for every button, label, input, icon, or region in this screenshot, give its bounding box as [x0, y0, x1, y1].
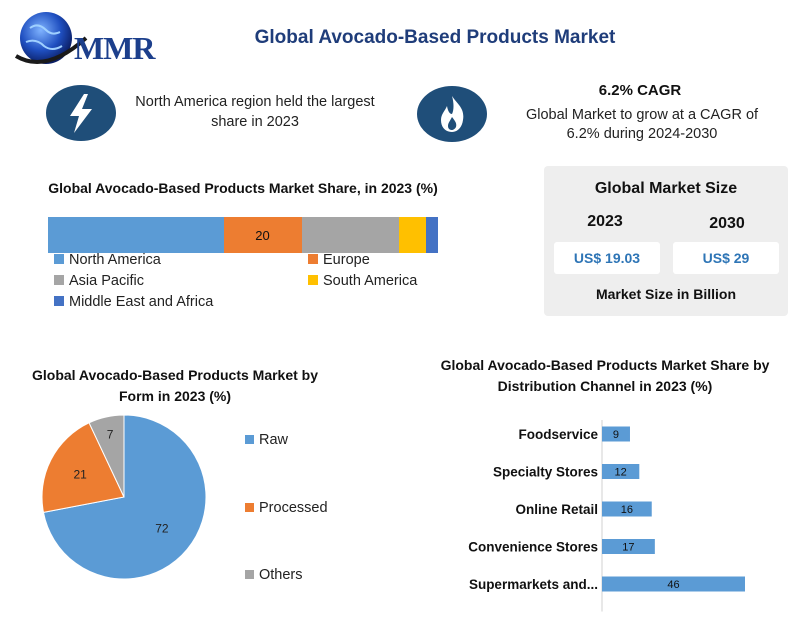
legend-label: Middle East and Africa	[69, 294, 214, 310]
bar-supermarkets-and	[602, 576, 745, 592]
bar-convenience-stores	[602, 539, 655, 554]
distribution-chart-title: Global Avocado-Based Products Market Sha…	[440, 357, 770, 394]
pie-slice-processed	[41, 422, 125, 513]
market-size-value-2030: US$ 29	[673, 242, 779, 274]
market-size-title: Global Market Size	[594, 180, 738, 197]
legend-item-europe: Europe	[308, 252, 370, 268]
pie-data-label-others: 7	[107, 428, 114, 442]
pie-data-label-processed: 21	[73, 468, 87, 482]
bar-foodservice	[602, 426, 630, 442]
legend-label: Raw	[259, 432, 289, 448]
pie-slice-others	[88, 414, 125, 498]
pie-slice-raw	[42, 414, 207, 580]
legend-swatch	[54, 275, 64, 285]
pie-legend-item-others: Others	[245, 567, 303, 583]
regional-stacked-bar: 20	[48, 217, 438, 253]
stacked-bar-segment-europe: 20	[223, 217, 302, 253]
legend-swatch	[245, 435, 254, 444]
segment-data-label: 20	[255, 227, 270, 243]
legend-swatch	[54, 296, 64, 306]
legend-label: Asia Pacific	[69, 273, 144, 289]
form-pie-chart: 72 21 7	[41, 414, 207, 580]
pie-legend-item-processed: Processed	[245, 500, 328, 516]
category-label-supermarkets-and: Supermarkets and...	[469, 577, 598, 592]
globe-icon	[20, 12, 72, 64]
legend-item-middle-east-and-africa: Middle East and Africa	[54, 294, 213, 310]
bar-data-label-supermarkets-and: 46	[667, 579, 679, 591]
legend-label: Others	[259, 567, 303, 583]
cagr-description: Global Market to grow at a CAGR of 6.2% …	[525, 107, 759, 142]
legend-item-north-america: North America	[54, 252, 161, 268]
legend-item-south-america: South America	[308, 273, 417, 289]
legend-label: South America	[323, 273, 418, 289]
legend-swatch	[308, 275, 318, 285]
market-size-year-2023: 2023	[587, 213, 623, 230]
category-label-online-retail: Online Retail	[515, 502, 598, 517]
market-size-unit: Market Size in Billion	[595, 286, 737, 302]
bar-data-label-foodservice: 9	[613, 429, 619, 441]
stacked-bar-segment-north-america	[48, 217, 224, 253]
category-label-convenience-stores: Convenience Stores	[468, 540, 598, 555]
page-title: Global Avocado-Based Products Market	[254, 27, 616, 48]
legend-swatch	[245, 570, 254, 579]
market-size-panel	[544, 166, 788, 316]
legend-label: Processed	[259, 500, 328, 516]
stacked-bar-segment-south-america	[399, 217, 427, 253]
bar-data-label-convenience-stores: 17	[622, 542, 634, 554]
form-chart-title: Global Avocado-Based Products Market by …	[31, 367, 319, 404]
market-size-value-2023: US$ 19.03	[554, 242, 660, 274]
legend-swatch	[245, 503, 254, 512]
regional-share-title: Global Avocado-Based Products Market Sha…	[48, 180, 438, 196]
mmr-logo	[14, 12, 88, 64]
legend-swatch	[308, 254, 318, 264]
category-label-specialty-stores: Specialty Stores	[493, 465, 598, 480]
logo-text: MMR	[74, 30, 156, 66]
pie-data-label-raw: 72	[155, 521, 169, 535]
legend-label: Europe	[323, 252, 370, 268]
market-size-year-2030: 2030	[709, 215, 745, 232]
bar-data-label-online-retail: 16	[621, 504, 633, 516]
bar-data-label-specialty-stores: 12	[615, 467, 627, 479]
stacked-bar-segment-asia-pacific	[301, 217, 399, 253]
region-highlight-text: North America region held the largest sh…	[135, 94, 375, 130]
stacked-bar-segment-middle-east-and-africa	[426, 217, 438, 253]
category-label-foodservice: Foodservice	[518, 427, 598, 442]
legend-label: North America	[69, 252, 161, 268]
pie-legend-item-raw: Raw	[245, 432, 288, 448]
lightning-icon	[46, 85, 116, 141]
bar-specialty-stores	[602, 464, 640, 479]
legend-swatch	[54, 254, 64, 264]
cagr-title: 6.2% CAGR	[598, 82, 682, 99]
legend-item-asia-pacific: Asia Pacific	[54, 273, 144, 289]
flame-icon	[417, 86, 487, 142]
distribution-bar-chart: Foodservice 9 Specialty Stores 12 Online Ret…	[468, 420, 745, 612]
bar-online-retail	[602, 501, 652, 517]
